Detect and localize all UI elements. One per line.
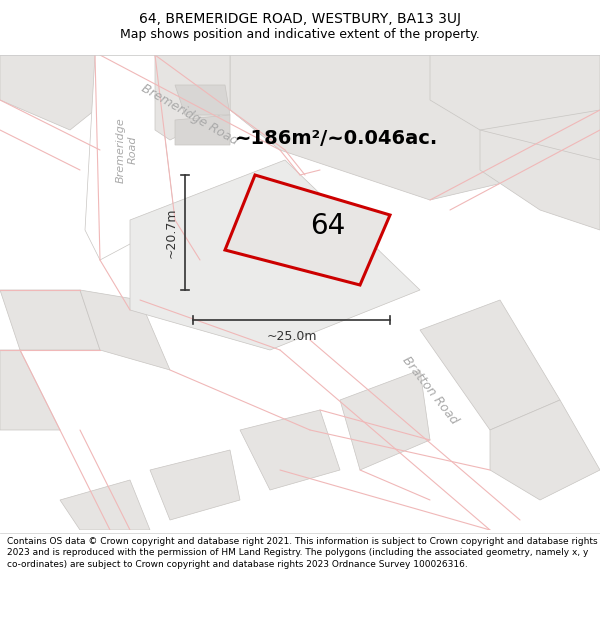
Polygon shape [0,55,120,130]
Polygon shape [430,55,600,130]
Polygon shape [480,130,600,230]
Polygon shape [60,480,150,530]
Text: ~186m²/~0.046ac.: ~186m²/~0.046ac. [235,129,438,148]
Polygon shape [230,55,600,200]
Polygon shape [150,450,240,520]
Text: Bremeridge Road: Bremeridge Road [139,82,241,148]
Polygon shape [175,115,230,145]
Polygon shape [130,160,420,350]
Polygon shape [420,300,560,430]
Polygon shape [0,350,60,430]
Text: 64: 64 [310,213,345,240]
Text: Bremeridge
Road: Bremeridge Road [116,117,138,183]
Text: ~25.0m: ~25.0m [266,329,317,342]
Text: Contains OS data © Crown copyright and database right 2021. This information is : Contains OS data © Crown copyright and d… [7,537,598,569]
Text: 64, BREMERIDGE ROAD, WESTBURY, BA13 3UJ: 64, BREMERIDGE ROAD, WESTBURY, BA13 3UJ [139,12,461,26]
Text: Map shows position and indicative extent of the property.: Map shows position and indicative extent… [120,28,480,41]
Polygon shape [175,85,230,115]
Polygon shape [490,400,600,500]
Polygon shape [340,370,430,470]
Text: Bratton Road: Bratton Road [400,354,460,426]
Polygon shape [0,290,100,350]
Polygon shape [155,55,230,140]
Polygon shape [80,290,170,370]
Polygon shape [85,55,175,260]
Text: ~20.7m: ~20.7m [164,208,178,258]
Polygon shape [240,410,340,490]
Polygon shape [225,175,390,285]
